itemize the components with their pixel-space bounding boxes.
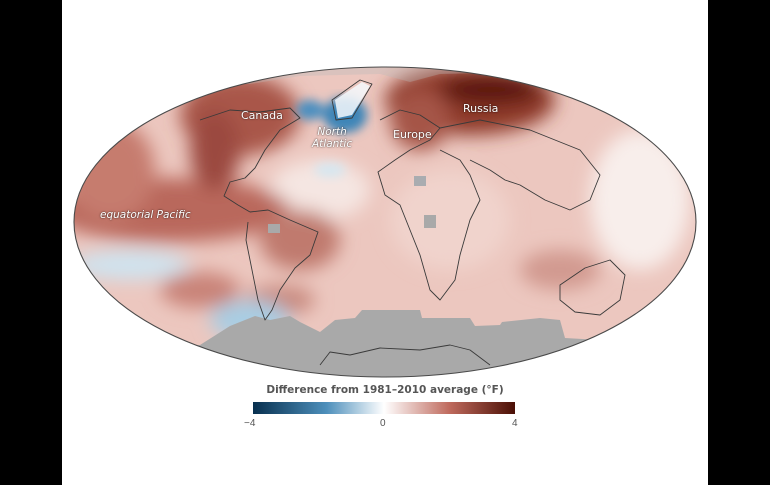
region-label-north-atlantic: North Atlantic: [312, 126, 352, 150]
colorbar-max-label: 4: [512, 418, 518, 429]
region-label-russia: Russia: [463, 102, 499, 115]
legend-title: Difference from 1981–2010 average (°F): [266, 384, 504, 396]
north-atlantic-line2: Atlantic: [312, 138, 353, 150]
colorbar-min-label: −4: [244, 418, 256, 429]
region-label-equatorial-pacific: equatorial Pacific: [100, 209, 191, 221]
region-label-europe: Europe: [393, 128, 432, 141]
colorbar-mid-label: 0: [380, 418, 386, 429]
colorbar: [253, 402, 515, 414]
north-atlantic-line1: North: [317, 126, 347, 138]
region-label-canada: Canada: [241, 109, 283, 122]
